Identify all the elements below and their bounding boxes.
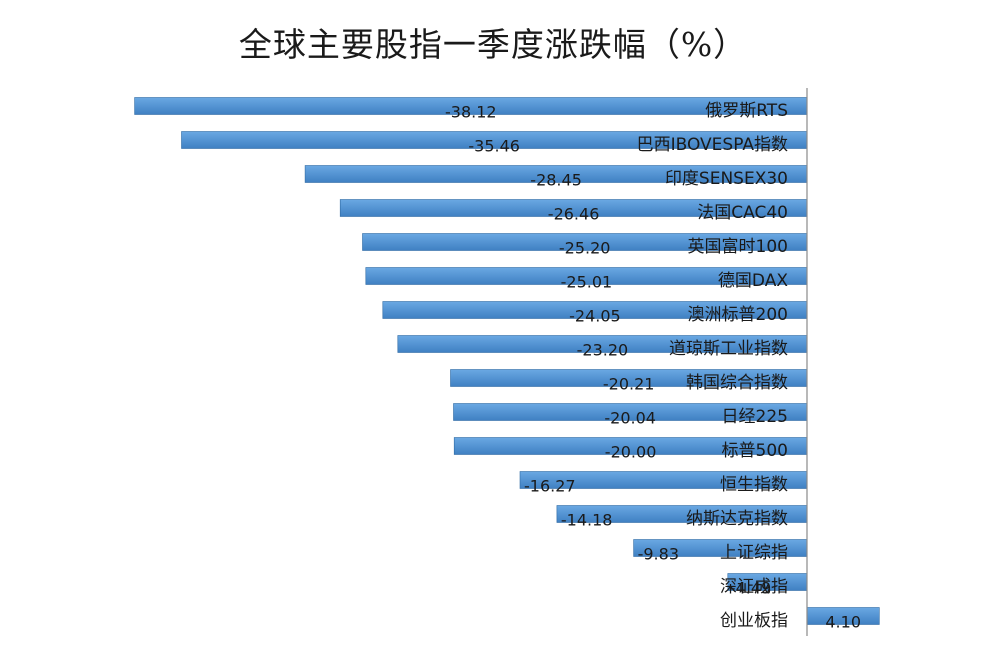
category-label-12: 纳斯达克指数 <box>686 509 788 529</box>
value-label-3: -26.46 <box>548 205 600 224</box>
category-label-6: 澳洲标普200 <box>688 305 788 325</box>
category-label-3: 法国CAC40 <box>697 203 788 223</box>
value-label-13: -9.83 <box>638 545 679 564</box>
category-label-2: 印度SENSEX30 <box>665 169 788 189</box>
value-label-2: -28.45 <box>530 171 582 190</box>
value-label-4: -25.20 <box>559 239 611 258</box>
value-label-1: -35.46 <box>468 137 520 156</box>
category-label-9: 日经225 <box>722 407 788 427</box>
category-label-1: 巴西IBOVESPA指数 <box>637 135 788 155</box>
category-label-10: 标普500 <box>722 441 788 461</box>
value-label-14: -4.49 <box>730 579 771 598</box>
category-label-7: 道琼斯工业指数 <box>669 339 788 359</box>
value-label-10: -20.00 <box>605 443 657 462</box>
category-label-4: 英国富时100 <box>688 237 788 257</box>
category-label-11: 恒生指数 <box>720 475 788 495</box>
chart-title: 全球主要股指一季度涨跌幅（%） <box>238 25 748 64</box>
value-label-9: -20.04 <box>604 409 656 428</box>
value-label-6: -24.05 <box>569 307 621 326</box>
value-label-15: 4.10 <box>825 613 861 632</box>
category-label-0: 俄罗斯RTS <box>705 101 788 121</box>
value-label-7: -23.20 <box>577 341 629 360</box>
value-label-8: -20.21 <box>603 375 655 394</box>
category-label-5: 德国DAX <box>718 271 788 291</box>
category-label-15: 创业板指 <box>720 611 788 631</box>
labels-layer: -38.12 俄罗斯RTS -35.46 巴西IBOVESPA指数 -28.45 印度SE… <box>445 101 861 632</box>
value-label-11: -16.27 <box>524 477 576 496</box>
value-label-0: -38.12 <box>445 103 497 122</box>
value-label-12: -14.18 <box>561 511 613 530</box>
category-label-13: 上证综指 <box>720 543 788 563</box>
bars-layer <box>134 97 880 625</box>
category-label-8: 韩国综合指数 <box>686 373 788 393</box>
category-label-14: 深证成指 <box>720 577 788 597</box>
value-label-5: -25.01 <box>561 273 613 292</box>
